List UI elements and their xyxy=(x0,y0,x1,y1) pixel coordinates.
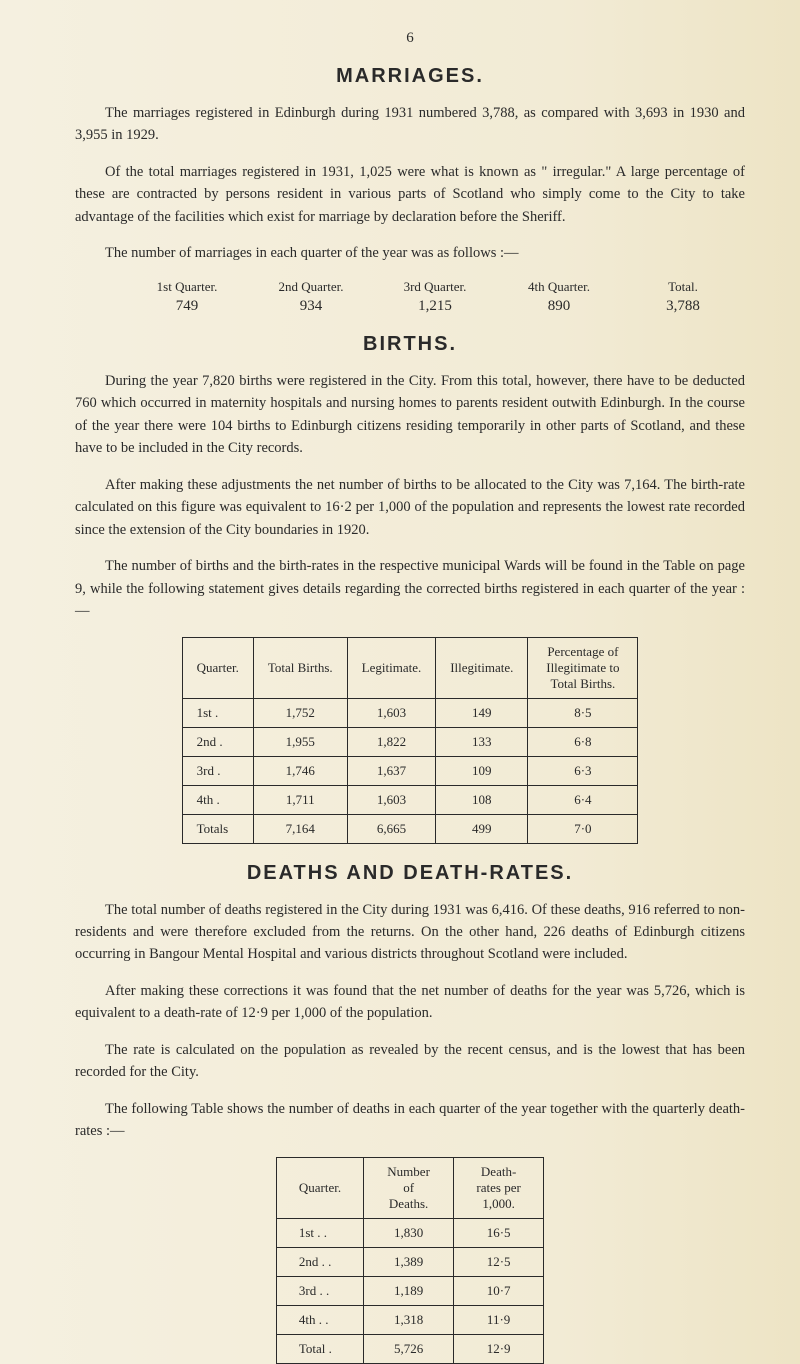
cell-pct: 6·4 xyxy=(528,785,638,814)
th-rates: Death-rates per 1,000. xyxy=(454,1157,544,1218)
th-percentage: Percentage of Illegitimate to Total Birt… xyxy=(528,637,638,698)
table-totals-row: Totals 7,164 6,665 499 7·0 xyxy=(182,814,638,843)
cell-total: 1,752 xyxy=(253,698,347,727)
cell-quarter: 2nd . . xyxy=(276,1247,363,1276)
marriages-para3: The number of marriages in each quarter … xyxy=(75,242,745,264)
marriages-title: MARRIAGES. xyxy=(75,65,745,88)
cell-pct: 6·3 xyxy=(528,756,638,785)
cell-quarter: 2nd . xyxy=(182,727,253,756)
cell-legit: 1,603 xyxy=(347,698,436,727)
cell-quarter: 3rd . xyxy=(182,756,253,785)
quarter-values-row: 749 934 1,215 890 3,788 xyxy=(125,298,745,315)
q3-value: 1,215 xyxy=(373,298,497,315)
q2-value: 934 xyxy=(249,298,373,315)
cell-pct: 8·5 xyxy=(528,698,638,727)
births-title: BIRTHS. xyxy=(75,333,745,356)
table-row: 2nd . . 1,389 12·5 xyxy=(276,1247,543,1276)
q1-label: 1st Quarter. xyxy=(125,279,249,295)
table-row: 3rd . 1,746 1,637 109 6·3 xyxy=(182,756,638,785)
cell-deaths: 1,318 xyxy=(364,1305,454,1334)
cell-deaths: 5,726 xyxy=(364,1334,454,1363)
th-total-births: Total Births. xyxy=(253,637,347,698)
births-para3: The number of births and the birth-rates… xyxy=(75,555,745,622)
cell-quarter: 4th . . xyxy=(276,1305,363,1334)
cell-quarter: 1st . . xyxy=(276,1218,363,1247)
th-quarter: Quarter. xyxy=(182,637,253,698)
cell-pct: 6·8 xyxy=(528,727,638,756)
cell-illegit: 499 xyxy=(436,814,528,843)
quarter-labels-row: 1st Quarter. 2nd Quarter. 3rd Quarter. 4… xyxy=(125,279,745,295)
table-row: 1st . . 1,830 16·5 xyxy=(276,1218,543,1247)
births-para2: After making these adjustments the net n… xyxy=(75,474,745,541)
q4-value: 890 xyxy=(497,298,621,315)
cell-pct: 7·0 xyxy=(528,814,638,843)
deaths-table: Quarter. Number of Deaths. Death-rates p… xyxy=(276,1157,544,1364)
deaths-para1: The total number of deaths registered in… xyxy=(75,899,745,966)
cell-quarter: 3rd . . xyxy=(276,1276,363,1305)
births-para1: During the year 7,820 births were regist… xyxy=(75,370,745,460)
table-row: 1st . 1,752 1,603 149 8·5 xyxy=(182,698,638,727)
cell-deaths: 1,189 xyxy=(364,1276,454,1305)
th-quarter: Quarter. xyxy=(276,1157,363,1218)
cell-illegit: 109 xyxy=(436,756,528,785)
page-number: 6 xyxy=(75,30,745,47)
table-total-row: Total . 5,726 12·9 xyxy=(276,1334,543,1363)
cell-total: 1,746 xyxy=(253,756,347,785)
cell-rate: 12·5 xyxy=(454,1247,544,1276)
deaths-para2: After making these corrections it was fo… xyxy=(75,980,745,1025)
cell-illegit: 133 xyxy=(436,727,528,756)
cell-deaths: 1,830 xyxy=(364,1218,454,1247)
cell-rate: 12·9 xyxy=(454,1334,544,1363)
q4-label: 4th Quarter. xyxy=(497,279,621,295)
cell-quarter: Totals xyxy=(182,814,253,843)
q2-label: 2nd Quarter. xyxy=(249,279,373,295)
q1-value: 749 xyxy=(125,298,249,315)
table-header-row: Quarter. Number of Deaths. Death-rates p… xyxy=(276,1157,543,1218)
cell-deaths: 1,389 xyxy=(364,1247,454,1276)
th-deaths: Number of Deaths. xyxy=(364,1157,454,1218)
cell-total: 1,955 xyxy=(253,727,347,756)
total-label: Total. xyxy=(621,279,745,295)
cell-legit: 6,665 xyxy=(347,814,436,843)
th-legitimate: Legitimate. xyxy=(347,637,436,698)
table-header-row: Quarter. Total Births. Legitimate. Illeg… xyxy=(182,637,638,698)
cell-illegit: 108 xyxy=(436,785,528,814)
deaths-title: DEATHS AND DEATH-RATES. xyxy=(75,862,745,885)
cell-quarter: 4th . xyxy=(182,785,253,814)
marriages-para2: Of the total marriages registered in 193… xyxy=(75,161,745,228)
th-illegitimate: Illegitimate. xyxy=(436,637,528,698)
cell-illegit: 149 xyxy=(436,698,528,727)
q3-label: 3rd Quarter. xyxy=(373,279,497,295)
cell-rate: 16·5 xyxy=(454,1218,544,1247)
table-row: 3rd . . 1,189 10·7 xyxy=(276,1276,543,1305)
cell-legit: 1,637 xyxy=(347,756,436,785)
cell-quarter: 1st . xyxy=(182,698,253,727)
deaths-para4: The following Table shows the number of … xyxy=(75,1098,745,1143)
cell-rate: 10·7 xyxy=(454,1276,544,1305)
births-table: Quarter. Total Births. Legitimate. Illeg… xyxy=(182,637,639,844)
cell-total: 7,164 xyxy=(253,814,347,843)
table-row: 2nd . 1,955 1,822 133 6·8 xyxy=(182,727,638,756)
cell-legit: 1,822 xyxy=(347,727,436,756)
marriages-para1: The marriages registered in Edinburgh du… xyxy=(75,102,745,147)
cell-total: 1,711 xyxy=(253,785,347,814)
cell-legit: 1,603 xyxy=(347,785,436,814)
table-row: 4th . . 1,318 11·9 xyxy=(276,1305,543,1334)
table-row: 4th . 1,711 1,603 108 6·4 xyxy=(182,785,638,814)
cell-quarter: Total . xyxy=(276,1334,363,1363)
total-value: 3,788 xyxy=(621,298,745,315)
deaths-para3: The rate is calculated on the population… xyxy=(75,1039,745,1084)
cell-rate: 11·9 xyxy=(454,1305,544,1334)
